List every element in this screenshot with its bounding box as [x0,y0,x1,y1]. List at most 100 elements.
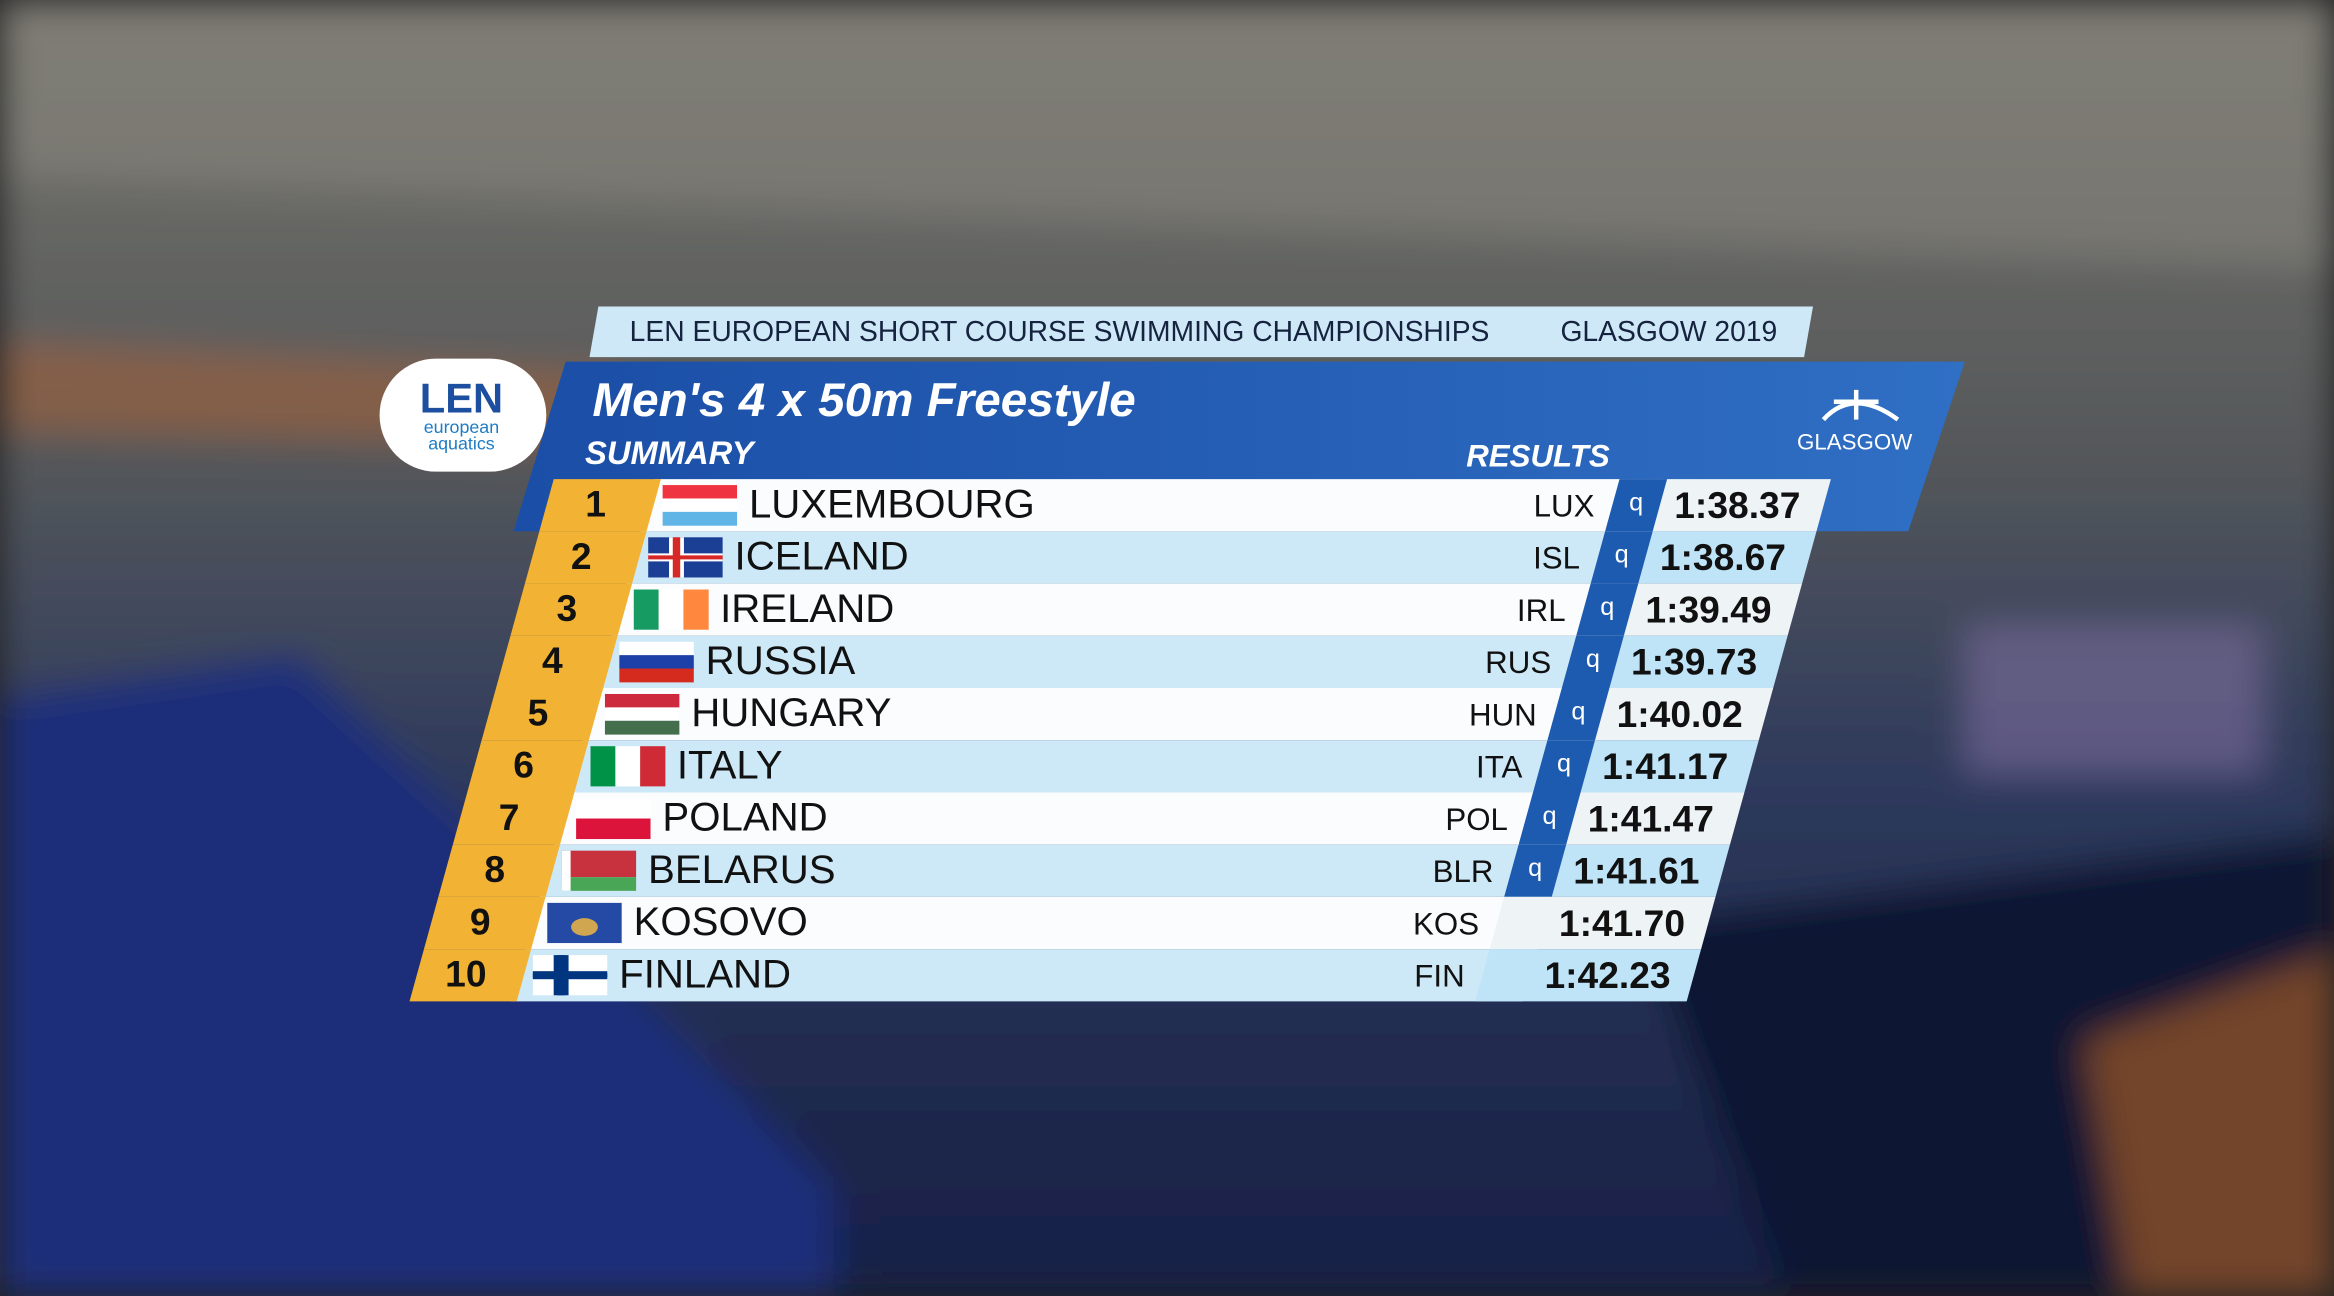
qualifier: q [1557,750,1571,778]
qualifier: q [1571,697,1585,725]
rank: 1 [585,483,606,525]
result-row: 7 POLAND POL q 1:41.47 [452,792,1745,845]
time: 1:42.23 [1544,954,1670,996]
flag-part [658,589,684,630]
country: BELARUS [648,847,836,892]
flag-part [604,707,680,722]
time-cell [1595,688,1774,741]
qualifier: q [1629,488,1643,516]
country: POLAND [662,795,827,840]
qualifier: q [1600,593,1614,621]
results-table: 1 LUXEMBOURG LUX q 1:38.37 2 ICELAND ISL q 1:38.6… [409,479,1831,1002]
rank-cell [409,949,532,1002]
qualifier: q [1543,802,1557,830]
qualifier-cell [1547,688,1610,741]
country: IRELAND [720,586,894,631]
flag-part [561,850,571,891]
rank: 5 [528,691,549,733]
country-code: HUN [1469,697,1537,732]
flag-part [615,746,641,787]
rank-cell [467,740,589,793]
flag-part [683,589,709,630]
rank: 6 [513,744,534,786]
result-row: 9 KOSOVO KOS 1:41.70 [423,896,1716,950]
time-cell [1623,583,1803,636]
title: Men's 4 x 50m Freestyle [592,374,1135,427]
flag-part [662,485,738,499]
country-code: RUS [1485,645,1551,680]
country: ICELAND [735,534,909,579]
time: 1:41.61 [1573,850,1699,892]
brand-icon [1821,389,1900,422]
row-band [611,583,1639,636]
time: 1:41.70 [1559,902,1685,944]
time-cell [1638,531,1817,584]
time: 1:41.17 [1602,745,1728,787]
brand: GLASGOW [1797,429,1912,454]
results-label: RESULTS [1466,439,1610,474]
rank-cell [423,896,546,950]
country-code: FIN [1414,959,1464,994]
country: ITALY [677,742,783,787]
time: 1:38.67 [1660,536,1786,578]
country-code: BLR [1433,854,1494,889]
flag-part [561,850,637,878]
time-cell [1475,949,1702,1002]
qualifier-cell [1518,792,1581,845]
time-cell [1609,635,1788,689]
country-code: IRL [1517,593,1566,628]
rank: 9 [470,900,491,942]
row-band [525,896,1552,950]
result-row: 5 HUNGARY HUN q 1:40.02 [481,688,1774,741]
rank: 8 [484,848,505,890]
row-band [626,531,1653,584]
country: KOSOVO [634,899,808,944]
result-row: 1 LUXEMBOURG LUX q 1:38.37 [539,479,1831,532]
row-band [539,844,1567,897]
country-code: LUX [1534,488,1595,523]
country-code: POL [1445,802,1508,837]
country: FINLAND [619,951,791,996]
rank-cell [496,635,618,689]
event-location: GLASGOW 2019 [1560,315,1777,347]
result-row: 4 RUSSIA RUS q 1:39.73 [496,635,1788,689]
time-cell [1580,740,1759,793]
country-code: KOS [1413,906,1479,941]
country-code: ISL [1533,541,1580,576]
row-band [554,792,1581,845]
qualifier: q [1615,541,1629,569]
row-band [510,949,1538,1002]
result-row: 6 ITALY ITA q 1:41.17 [467,740,1759,793]
rank-cell [510,583,633,636]
rank-cell [539,479,661,532]
time: 1:39.49 [1645,588,1771,630]
result-row: 8 BELARUS BLR q 1:41.61 [438,844,1730,897]
flag-part [576,818,651,840]
flag-part [561,877,637,891]
logo-line: aquatics [428,434,495,454]
time: 1:41.47 [1588,797,1714,839]
qualifier-cell [1561,635,1624,689]
rank: 2 [571,535,592,577]
qualifier-cell [1590,531,1653,584]
flag-part [604,693,680,708]
time-cell [1652,479,1831,532]
flag-part [619,641,694,656]
rank: 7 [499,796,520,838]
country: LUXEMBOURG [749,481,1035,526]
rank-cell [524,531,647,584]
flag-part [619,655,694,669]
logo-badge [379,358,547,472]
logo-name: LEN [420,375,503,422]
qualifier-cell [1605,479,1668,532]
row-band [568,740,1596,793]
flag-part [532,973,608,978]
time-cell [1551,844,1730,897]
row-band [640,479,1668,532]
flag-part [648,555,723,560]
country: HUNGARY [691,690,891,735]
time-cell [1566,792,1745,845]
result-row: 2 ICELAND ISL q 1:38.67 [524,531,1817,584]
